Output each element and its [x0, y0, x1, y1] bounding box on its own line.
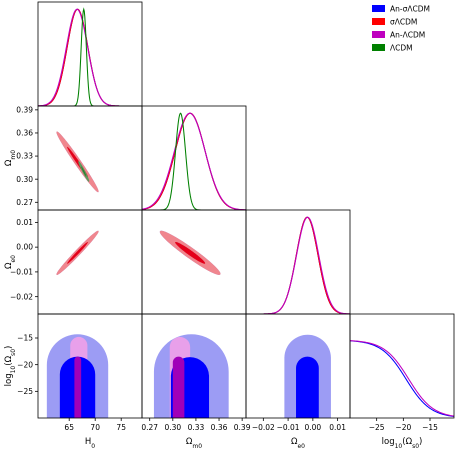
marginal-curve-2-cdm	[246, 216, 350, 314]
contour-panel-1-2-frame	[141, 209, 247, 315]
marginal-panel-3-frame	[349, 313, 455, 419]
contour-panel-1-2	[141, 209, 247, 315]
x-tick-label-3-0: −25	[369, 423, 385, 432]
legend-label-0: An-σΛCDM	[390, 5, 430, 14]
y-axis-label-2: Ωe0	[4, 255, 17, 269]
legend-swatch-3	[372, 44, 385, 51]
marginal-curve-1-cdm	[142, 112, 246, 210]
x-tick-label-2-3: 0.01	[329, 423, 346, 432]
x-tick-label-2-0: −0.02	[252, 423, 275, 432]
contour-panel-1-2-plot-area	[159, 230, 221, 275]
log-panel-2-frame	[245, 313, 351, 419]
y-tick-label-1-3: 0.36	[16, 129, 33, 138]
log-panel-0	[37, 313, 143, 419]
contour-panel-0-2-plot-area	[56, 230, 99, 275]
log-panel-2-plot-area	[284, 334, 331, 418]
contour-panel-0-2-frame	[37, 209, 143, 315]
log-panel-1	[141, 313, 247, 419]
y-axis-label-1: Ωm0	[4, 150, 17, 166]
marginal-panel-3-plot-area	[350, 340, 454, 417]
legend-label-3: ΛCDM	[390, 44, 413, 53]
contour-panel-0-1	[37, 105, 143, 211]
legend-label-1: σΛCDM	[390, 18, 417, 27]
contour-panel-0-1-frame	[37, 105, 143, 211]
marginal-panel-1-frame	[141, 105, 247, 211]
marginal-curve-3-ancdm	[350, 340, 454, 417]
y-tick-label-2-3: 0.01	[16, 218, 33, 227]
x-tick-label-0-1: 70	[90, 423, 100, 432]
x-axis-label-1: Ωm0	[186, 437, 202, 450]
marginal-panel-3	[349, 313, 455, 419]
marginal-curve-1-ancdm	[142, 112, 246, 210]
contour-cdm-68	[67, 241, 88, 264]
x-tick-label-2-1: −0.01	[277, 423, 300, 432]
contour-cdm-68	[175, 241, 206, 264]
y-tick-label-3-1: −20	[17, 360, 33, 369]
y-axis-label-3: log10(Ωs0)	[4, 346, 17, 387]
log-panel-2	[245, 313, 351, 419]
marginal-panel-1-plot-area	[142, 112, 246, 210]
legend-swatch-0	[372, 5, 385, 12]
log-panel-0-plot-area	[46, 334, 109, 418]
x-axis-label-3: log10(Ωs0)	[382, 437, 423, 450]
x-tick-label-0-0: 65	[64, 423, 74, 432]
legend: An-σΛCDM σΛCDM An-ΛCDM ΛCDM	[372, 5, 430, 53]
y-tick-label-2-2: 0.00	[16, 243, 33, 252]
x-axis-label-2: Ωe0	[291, 437, 305, 450]
y-tick-label-1-4: 0.39	[16, 105, 33, 114]
legend-swatch-1	[372, 18, 385, 25]
legend-label-2: An-ΛCDM	[390, 31, 425, 40]
log-panel-1-plot-area	[153, 334, 229, 418]
marginal-curve-2-ancdm	[246, 216, 350, 314]
marginal-curve-0-cdm	[38, 7, 142, 106]
marginal-curve-1-cdm	[142, 112, 246, 210]
contour-panel-0-1-plot-area	[56, 131, 99, 193]
x-tick-label-3-1: −20	[395, 423, 411, 432]
marginal-curve-3-ancdm	[350, 340, 454, 417]
x-axis-label-0: H0	[85, 437, 95, 450]
x-tick-label-1-4: 0.39	[234, 423, 251, 432]
marginal-curve-0-ancdm	[38, 8, 142, 106]
x-tick-label-1-3: 0.36	[211, 423, 228, 432]
y-tick-label-3-0: −25	[17, 387, 33, 396]
x-tick-label-1-0: 0.27	[141, 423, 158, 432]
marginal-panel-1	[141, 105, 247, 211]
log-region-ancdm-68	[296, 356, 319, 418]
marginal-panel-2	[245, 209, 351, 315]
marginal-panel-2-plot-area	[246, 216, 350, 314]
log-region-ancdm-68	[74, 356, 82, 418]
y-tick-label-2-0: −0.02	[10, 292, 33, 301]
marginal-panel-0-frame	[37, 1, 143, 107]
x-tick-label-2-2: 0.00	[305, 423, 322, 432]
marginal-curve-2-ancdm	[246, 216, 350, 314]
x-tick-label-3-2: −15	[422, 423, 438, 432]
contour-panel-0-2	[37, 209, 143, 315]
x-tick-label-1-1: 0.30	[164, 423, 181, 432]
y-tick-label-1-2: 0.33	[16, 152, 33, 161]
x-tick-label-0-2: 75	[116, 423, 126, 432]
marginal-panel-0	[37, 1, 143, 107]
log-region-ancdm-68	[172, 356, 185, 418]
marginal-panel-0-plot-area	[38, 7, 142, 106]
y-tick-label-1-0: 0.27	[16, 198, 33, 207]
y-tick-label-1-1: 0.30	[16, 175, 33, 184]
legend-swatch-2	[372, 31, 385, 38]
x-tick-label-1-2: 0.33	[188, 423, 205, 432]
y-tick-label-3-2: −15	[17, 334, 33, 343]
y-tick-label-2-1: −0.01	[10, 268, 33, 277]
marginal-curve-1-ancdm	[142, 112, 246, 210]
marginal-panel-2-frame	[245, 209, 351, 315]
contour-cdm-68	[81, 166, 87, 177]
